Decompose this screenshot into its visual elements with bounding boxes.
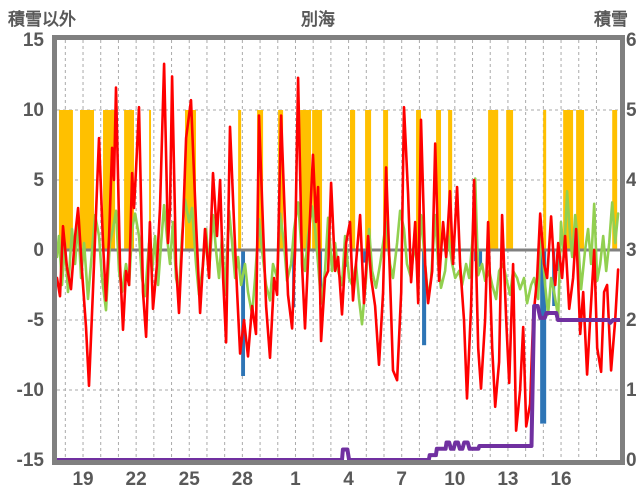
sunshine-bar [543, 110, 547, 250]
sunshine-bar [238, 110, 242, 250]
sunshine-bar [103, 110, 116, 250]
right-axis-tick-label: 10 [626, 379, 636, 401]
sunshine-bar [448, 110, 453, 250]
sunshine-bar [124, 110, 135, 250]
right-axis-tick-label: 0 [626, 449, 636, 471]
sunshine-bar [576, 110, 585, 250]
right-axis-tick-label: 50 [626, 99, 636, 121]
precipitation-bar [479, 250, 483, 267]
x-axis-tick-label: 1 [290, 469, 301, 490]
left-axis-tick-label: 0 [33, 239, 44, 261]
right-axis-tick-label: 30 [626, 239, 636, 261]
left-axis-tick-label: -10 [16, 379, 44, 401]
red-series-line [57, 62, 620, 432]
right-axis-title: 積雪 [594, 10, 628, 29]
sunshine-bar [365, 110, 372, 250]
left-axis-tick-label: -5 [27, 309, 44, 331]
x-axis-tick-label: 13 [497, 469, 519, 490]
precipitation-bar [241, 250, 246, 376]
x-axis-tick-label: 4 [343, 469, 354, 490]
precipitation-bar [422, 250, 427, 346]
sunshine-bar [612, 110, 618, 250]
sunshine-bar [300, 110, 312, 250]
sunshine-bar [185, 110, 196, 250]
x-axis-tick-label: 10 [444, 469, 466, 490]
snow-depth-line [57, 304, 620, 460]
sunshine-bar [58, 110, 73, 250]
x-axis-tick-label: 16 [550, 469, 572, 490]
sunshine-bar [80, 110, 95, 250]
sunshine-bar [563, 110, 574, 250]
precipitation-bar [363, 250, 367, 263]
x-axis-tick-label: 22 [125, 469, 147, 490]
sunshine-bar [350, 110, 356, 250]
x-axis-tick-label: 7 [396, 469, 407, 490]
left-axis-tick-label: 5 [33, 169, 44, 191]
left-axis-tick-label: 15 [22, 29, 44, 51]
sunshine-bar [416, 110, 422, 250]
plot-canvas [57, 40, 620, 460]
right-axis-tick-label: 20 [626, 309, 636, 331]
sunshine-bar [312, 110, 323, 250]
right-axis-tick-label: 40 [626, 169, 636, 191]
left-axis-tick-label: -15 [16, 449, 44, 471]
left-axis-title: 積雪以外 [8, 10, 76, 29]
precipitation-bar [540, 250, 547, 424]
x-axis-tick-label: 28 [231, 469, 253, 490]
right-axis-tick-label: 60 [626, 29, 636, 51]
x-axis-tick-label: 19 [72, 469, 94, 490]
left-axis-tick-label: 10 [22, 99, 44, 121]
sunshine-bar [506, 110, 514, 250]
sunshine-bar [436, 110, 442, 250]
sunshine-bar [488, 110, 499, 250]
chart-title: 別海 [301, 10, 335, 29]
x-axis-tick-label: 25 [178, 469, 200, 490]
sunshine-bar [149, 110, 152, 250]
